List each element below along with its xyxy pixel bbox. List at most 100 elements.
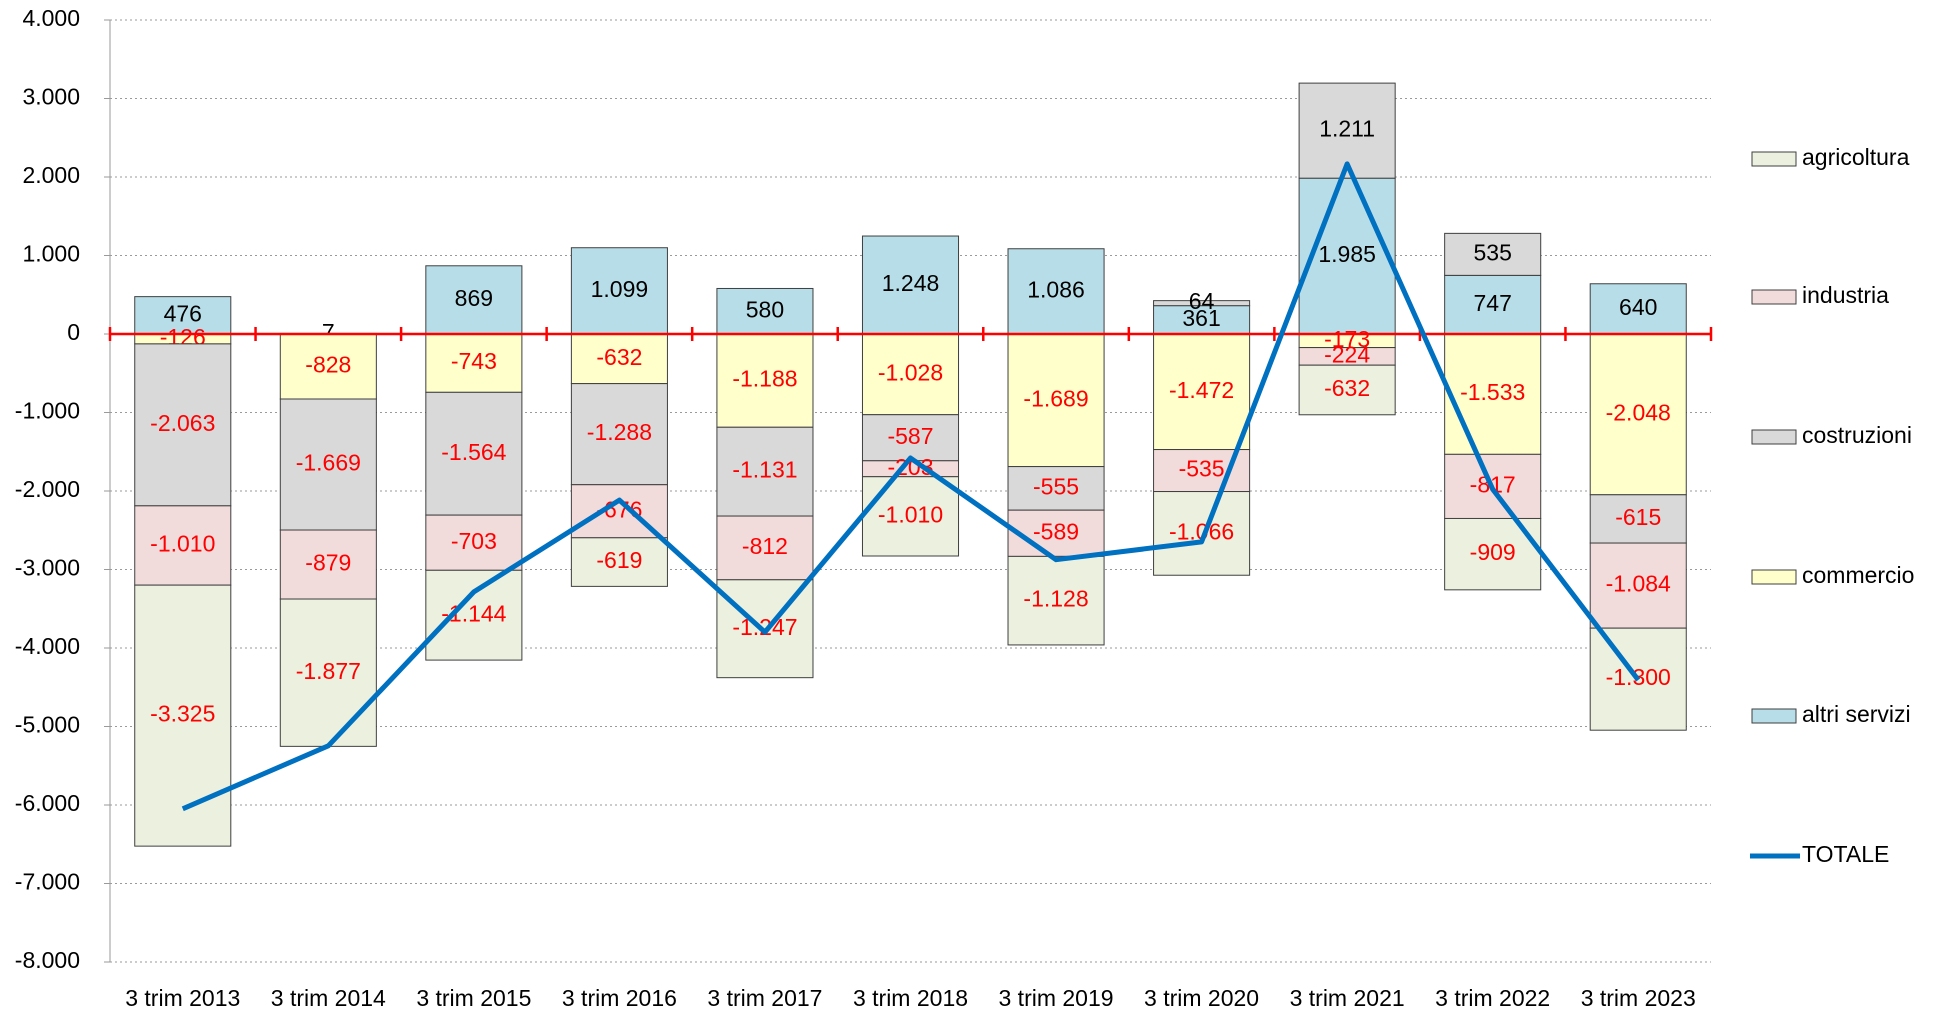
bar-segment	[1589, 542, 1687, 629]
legend-swatch	[1751, 289, 1797, 305]
bar-segment	[1007, 466, 1105, 511]
bar-segment	[425, 265, 523, 335]
y-tick-label: -5.000	[15, 712, 80, 738]
data-label: -1.564	[441, 439, 506, 465]
x-tick-label: 3 trim 2014	[271, 985, 386, 1011]
data-label: -3.325	[150, 701, 215, 727]
bar-segment	[570, 537, 668, 587]
legend-label: industria	[1802, 282, 1889, 308]
bar-segment	[279, 333, 377, 400]
y-tick-label: 4.000	[22, 5, 80, 31]
bar-segment	[570, 247, 668, 335]
data-label: -743	[451, 348, 497, 374]
bar-segment	[279, 398, 377, 531]
bar-segment	[425, 391, 523, 516]
y-tick-label: -6.000	[15, 790, 80, 816]
data-label: -632	[1324, 375, 1370, 401]
legend-swatch	[1751, 569, 1797, 585]
data-label: 1.211	[1319, 116, 1375, 142]
legend-swatch	[1751, 151, 1797, 167]
y-tick-label: 0	[67, 319, 80, 345]
data-label: -1.188	[732, 366, 797, 392]
data-label: -535	[1179, 456, 1225, 482]
data-label: -2.048	[1606, 399, 1671, 425]
data-label: -1.028	[878, 359, 943, 385]
data-label: 869	[455, 285, 493, 311]
data-label: 1.985	[1318, 241, 1376, 267]
bar-segment	[279, 598, 377, 747]
bar-segment	[1007, 555, 1105, 646]
y-tick-label: -7.000	[15, 869, 80, 895]
data-label: 535	[1473, 239, 1511, 265]
bar-segment	[861, 235, 960, 335]
bar-segment	[861, 333, 960, 416]
data-label: -1.128	[1023, 586, 1088, 612]
data-label: 64	[1189, 288, 1215, 314]
x-tick-label: 3 trim 2023	[1581, 985, 1696, 1011]
x-tick-label: 3 trim 2020	[1144, 985, 1259, 1011]
bar-segment	[425, 569, 523, 661]
data-label: -1.877	[296, 658, 361, 684]
bar-segment	[134, 584, 232, 847]
data-label: -589	[1033, 518, 1079, 544]
bar-segment	[134, 343, 232, 507]
bar-segment	[1007, 333, 1105, 468]
x-tick-label: 3 trim 2022	[1435, 985, 1550, 1011]
data-label: -1.084	[1606, 571, 1671, 597]
data-label: -1.669	[296, 450, 361, 476]
y-tick-label: -3.000	[15, 555, 80, 581]
bar-segment	[425, 333, 523, 393]
bar-segment	[425, 514, 523, 571]
data-label: -1.247	[732, 614, 797, 640]
y-tick-label: 1.000	[22, 241, 80, 267]
bar-segment	[134, 505, 232, 586]
data-label: -828	[305, 352, 351, 378]
bar-segment	[1007, 509, 1105, 557]
bar-segment	[1153, 305, 1251, 335]
bar-segment	[1153, 491, 1251, 576]
y-tick-label: -8.000	[15, 947, 80, 973]
data-label: -1.010	[150, 531, 215, 557]
data-label: -1.010	[878, 501, 943, 527]
data-label: 747	[1473, 290, 1511, 316]
legend-label: altri servizi	[1802, 701, 1911, 727]
data-label: -1.689	[1023, 385, 1088, 411]
data-label: 580	[746, 296, 784, 322]
data-label: -615	[1615, 504, 1661, 530]
bar-segment	[716, 333, 814, 428]
legend-swatch	[1751, 708, 1797, 724]
data-label: -632	[596, 344, 642, 370]
data-label: -1.288	[587, 419, 652, 445]
data-label: -703	[451, 528, 497, 554]
data-label: -909	[1470, 539, 1516, 565]
bar-segment	[716, 515, 814, 581]
data-label: 640	[1619, 294, 1657, 320]
bar-segment	[1444, 333, 1542, 455]
y-tick-label: -1.000	[15, 398, 80, 424]
x-tick-label: 3 trim 2018	[853, 985, 968, 1011]
y-tick-label: -2.000	[15, 476, 80, 502]
data-label: -1.472	[1169, 377, 1234, 403]
x-tick-label: 3 trim 2013	[125, 985, 240, 1011]
bar-segment	[1589, 283, 1687, 335]
bar-segment	[1444, 232, 1542, 276]
legend-swatch	[1751, 429, 1797, 445]
y-tick-label: 3.000	[22, 84, 80, 110]
data-label: -224	[1324, 341, 1370, 367]
bar-segment	[716, 426, 814, 517]
bar-segment	[1298, 177, 1396, 335]
legend-label: agricoltura	[1802, 144, 1910, 170]
bar-segment	[1444, 274, 1542, 335]
data-label: -1.131	[732, 457, 797, 483]
bar-segment	[861, 476, 960, 557]
data-label: 1.248	[882, 270, 940, 296]
legend-label: commercio	[1802, 562, 1914, 588]
data-label: -619	[596, 547, 642, 573]
data-label: -879	[305, 550, 351, 576]
bar-segment	[570, 333, 668, 385]
bar-segment	[1298, 364, 1396, 416]
x-tick-label: 3 trim 2017	[707, 985, 822, 1011]
y-tick-label: -4.000	[15, 633, 80, 659]
data-label: -2.063	[150, 410, 215, 436]
